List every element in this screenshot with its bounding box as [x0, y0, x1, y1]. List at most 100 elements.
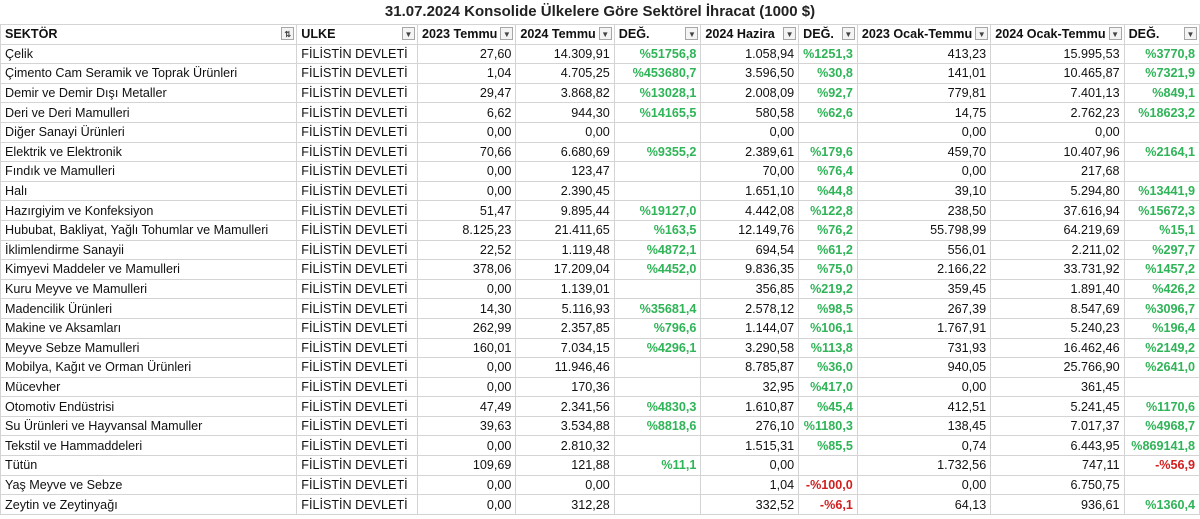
value-cell[interactable]: 7.401,13	[990, 82, 1125, 104]
value-cell[interactable]: 378,06	[416, 259, 517, 280]
change-cell[interactable]	[613, 278, 702, 300]
header-sector[interactable]: SEKTÖR ⇅	[0, 24, 298, 45]
value-cell[interactable]: 0,00	[416, 376, 517, 398]
change-cell[interactable]	[1123, 121, 1200, 143]
value-cell[interactable]: 33.731,92	[990, 259, 1125, 280]
header-2024-june[interactable]: 2024 Hazira ▼	[700, 24, 800, 45]
value-cell[interactable]: 3.596,50	[700, 63, 800, 84]
value-cell[interactable]: 138,45	[856, 415, 992, 437]
value-cell[interactable]: 4.442,08	[700, 200, 800, 221]
value-cell[interactable]: 238,50	[856, 200, 992, 221]
change-cell[interactable]: %2641,0	[1123, 357, 1200, 378]
value-cell[interactable]: 940,05	[856, 357, 992, 378]
value-cell[interactable]: 459,70	[856, 141, 992, 163]
value-cell[interactable]: 8.547,69	[990, 298, 1125, 319]
country-cell[interactable]: FİLİSTİN DEVLETİ	[296, 357, 418, 378]
country-cell[interactable]: FİLİSTİN DEVLETİ	[296, 63, 418, 84]
value-cell[interactable]: 39,63	[416, 415, 517, 437]
value-cell[interactable]: 170,36	[515, 376, 615, 398]
value-cell[interactable]: 3.290,58	[700, 337, 800, 359]
change-cell[interactable]: %3096,7	[1123, 298, 1200, 319]
change-cell[interactable]: %18623,2	[1123, 102, 1200, 123]
value-cell[interactable]: 70,00	[700, 161, 800, 182]
sector-cell[interactable]: Su Ürünleri ve Hayvansal Mamuller	[0, 415, 298, 437]
change-cell[interactable]: %85,5	[798, 435, 858, 457]
change-cell[interactable]	[613, 494, 702, 515]
change-cell[interactable]	[613, 357, 702, 378]
value-cell[interactable]: 9.836,35	[700, 259, 800, 280]
change-cell[interactable]: %92,7	[798, 82, 858, 104]
country-cell[interactable]: FİLİSTİN DEVLETİ	[296, 200, 418, 221]
change-cell[interactable]: %219,2	[798, 278, 858, 300]
change-cell[interactable]	[1123, 474, 1200, 496]
value-cell[interactable]: 556,01	[856, 239, 992, 261]
value-cell[interactable]: 694,54	[700, 239, 800, 261]
value-cell[interactable]: 10.407,96	[990, 141, 1125, 163]
value-cell[interactable]: 1.058,94	[700, 43, 800, 65]
change-cell[interactable]: %7321,9	[1123, 63, 1200, 84]
dropdown-icon[interactable]: ▼	[1184, 27, 1197, 40]
sector-cell[interactable]: Makine ve Aksamları	[0, 317, 298, 339]
header-2023-jan-july[interactable]: 2023 Ocak-Temmu ▼	[856, 24, 992, 45]
change-cell[interactable]	[613, 435, 702, 457]
change-cell[interactable]: -%100,0	[798, 474, 858, 496]
change-cell[interactable]: %849,1	[1123, 82, 1200, 104]
sector-cell[interactable]: Çelik	[0, 43, 298, 65]
value-cell[interactable]: 267,39	[856, 298, 992, 319]
change-cell[interactable]	[1123, 161, 1200, 182]
value-cell[interactable]: 1.139,01	[515, 278, 615, 300]
sector-cell[interactable]: Kuru Meyve ve Mamulleri	[0, 278, 298, 300]
value-cell[interactable]: 2.390,45	[515, 180, 615, 202]
header-change-june[interactable]: DEĞ. ▼	[798, 24, 858, 45]
value-cell[interactable]: 2.389,61	[700, 141, 800, 163]
value-cell[interactable]: 9.895,44	[515, 200, 615, 221]
sector-cell[interactable]: Diğer Sanayi Ürünleri	[0, 121, 298, 143]
value-cell[interactable]: 0,00	[700, 121, 800, 143]
value-cell[interactable]: 11.946,46	[515, 357, 615, 378]
value-cell[interactable]: 1,04	[700, 474, 800, 496]
country-cell[interactable]: FİLİSTİN DEVLETİ	[296, 317, 418, 339]
change-cell[interactable]: %163,5	[613, 219, 702, 241]
country-cell[interactable]: FİLİSTİN DEVLETİ	[296, 121, 418, 143]
value-cell[interactable]: 8.125,23	[416, 219, 517, 241]
change-cell[interactable]: %2164,1	[1123, 141, 1200, 163]
value-cell[interactable]: 0,00	[416, 121, 517, 143]
value-cell[interactable]: 47,49	[416, 396, 517, 417]
country-cell[interactable]: FİLİSTİN DEVLETİ	[296, 455, 418, 476]
value-cell[interactable]: 0,00	[416, 180, 517, 202]
change-cell[interactable]: %44,8	[798, 180, 858, 202]
value-cell[interactable]: 0,00	[515, 474, 615, 496]
value-cell[interactable]: 5.241,45	[990, 396, 1125, 417]
value-cell[interactable]: 2.211,02	[990, 239, 1125, 261]
value-cell[interactable]: 312,28	[515, 494, 615, 515]
value-cell[interactable]: 0,00	[416, 435, 517, 457]
sector-cell[interactable]: Hububat, Bakliyat, Yağlı Tohumlar ve Mam…	[0, 219, 298, 241]
change-cell[interactable]: %98,5	[798, 298, 858, 319]
change-cell[interactable]: %19127,0	[613, 200, 702, 221]
value-cell[interactable]: 0,00	[990, 121, 1125, 143]
value-cell[interactable]: 64,13	[856, 494, 992, 515]
change-cell[interactable]: %179,6	[798, 141, 858, 163]
dropdown-icon[interactable]: ▼	[783, 27, 797, 40]
value-cell[interactable]: 0,00	[416, 357, 517, 378]
value-cell[interactable]: 6.443,95	[990, 435, 1125, 457]
change-cell[interactable]	[613, 161, 702, 182]
value-cell[interactable]: 0,00	[700, 455, 800, 476]
dropdown-icon[interactable]: ▼	[1108, 27, 1122, 40]
change-cell[interactable]: %13028,1	[613, 82, 702, 104]
value-cell[interactable]: 0,00	[416, 474, 517, 496]
country-cell[interactable]: FİLİSTİN DEVLETİ	[296, 337, 418, 359]
change-cell[interactable]: %426,2	[1123, 278, 1200, 300]
value-cell[interactable]: 2.762,23	[990, 102, 1125, 123]
sector-cell[interactable]: Meyve Sebze Mamulleri	[0, 337, 298, 359]
value-cell[interactable]: 55.798,99	[856, 219, 992, 241]
change-cell[interactable]: %14165,5	[613, 102, 702, 123]
value-cell[interactable]: 14,75	[856, 102, 992, 123]
change-cell[interactable]: %75,0	[798, 259, 858, 280]
change-cell[interactable]: %297,7	[1123, 239, 1200, 261]
change-cell[interactable]: %15672,3	[1123, 200, 1200, 221]
change-cell[interactable]: %2149,2	[1123, 337, 1200, 359]
value-cell[interactable]: 22,52	[416, 239, 517, 261]
change-cell[interactable]: %9355,2	[613, 141, 702, 163]
dropdown-icon[interactable]: ▼	[500, 27, 514, 40]
